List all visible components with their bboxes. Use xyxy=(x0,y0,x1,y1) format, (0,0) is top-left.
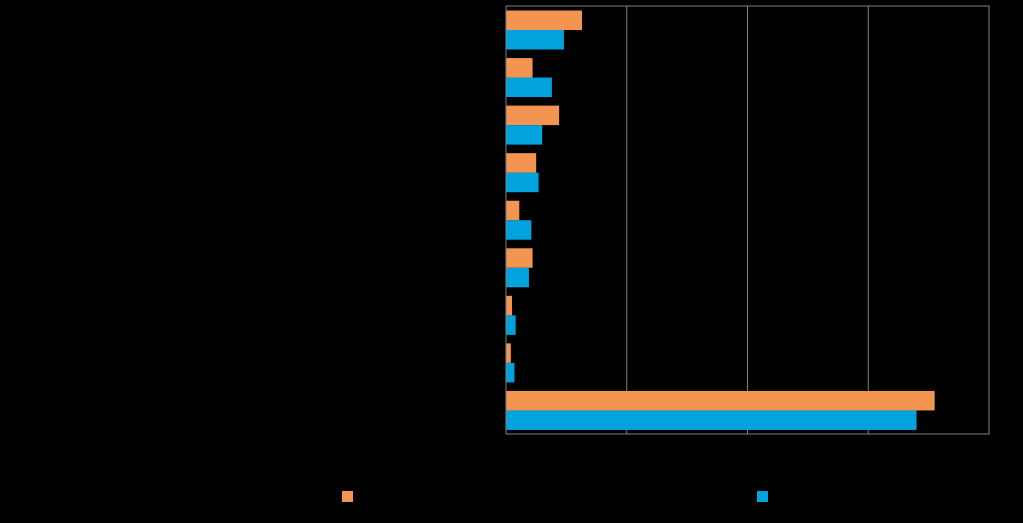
bar-series-1-category-1 xyxy=(506,10,583,30)
gridlines xyxy=(626,6,869,434)
bar-series-2-category-9 xyxy=(506,410,917,430)
legend-swatch-series-1 xyxy=(342,491,353,502)
bar-series-2-category-6 xyxy=(506,267,529,288)
bar-series-2-category-8 xyxy=(506,362,515,383)
bar-area xyxy=(506,10,935,430)
plot-frame xyxy=(505,5,990,435)
legend-swatch-series-2 xyxy=(757,491,768,502)
bar-series-2-category-3 xyxy=(506,125,543,145)
bar-series-1-category-8 xyxy=(506,343,511,363)
bar-series-1-category-7 xyxy=(506,295,513,316)
bar-series-1-category-9 xyxy=(506,390,935,411)
bar-series-2-category-1 xyxy=(506,30,564,50)
bar-series-1-category-6 xyxy=(506,248,533,268)
bar-series-2-category-2 xyxy=(506,77,552,98)
legend-item-series-2 xyxy=(757,491,768,502)
bar-series-1-category-3 xyxy=(506,105,560,126)
bar-series-1-category-2 xyxy=(506,58,533,78)
bar-series-1-category-5 xyxy=(506,200,520,221)
legend-item-series-1 xyxy=(342,491,353,502)
bar-series-2-category-5 xyxy=(506,220,532,240)
bar-series-2-category-4 xyxy=(506,172,539,193)
bar-series-1-category-4 xyxy=(506,153,537,173)
bar-series-2-category-7 xyxy=(506,315,516,335)
